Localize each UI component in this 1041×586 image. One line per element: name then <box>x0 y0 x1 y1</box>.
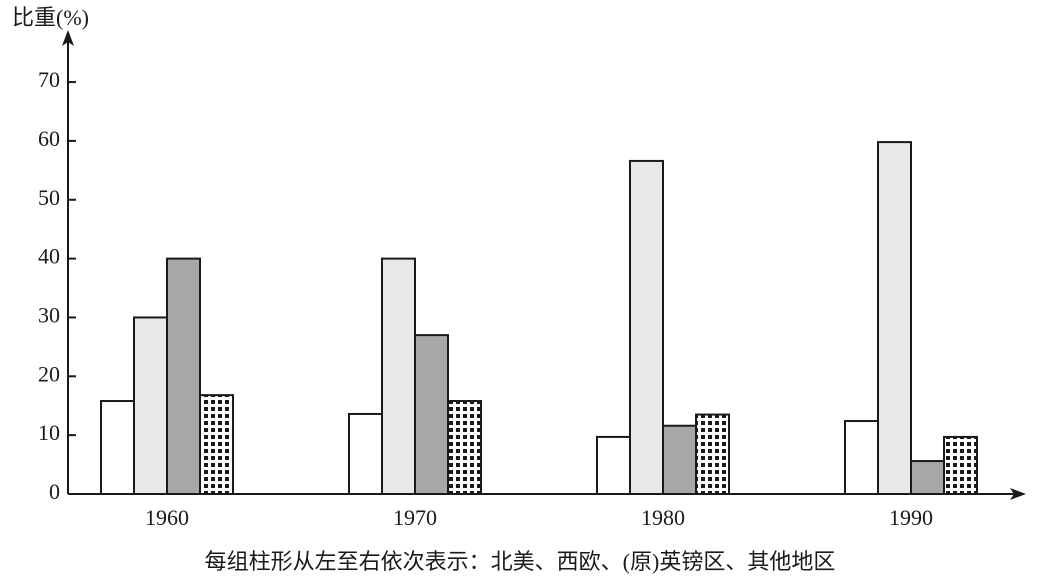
y-axis-label: 比重(%) <box>12 5 89 30</box>
bar <box>100 400 135 495</box>
y-tick-label: 10 <box>38 420 60 445</box>
bar <box>877 141 912 495</box>
x-axis-arrow <box>1010 488 1026 500</box>
bar <box>381 257 416 495</box>
bar <box>596 435 631 495</box>
y-tick-label: 20 <box>38 361 60 386</box>
y-tick-label: 40 <box>38 244 60 269</box>
y-tick-label: 70 <box>38 67 60 92</box>
bar <box>629 159 664 496</box>
y-tick-label: 30 <box>38 303 60 328</box>
y-tick-label: 60 <box>38 126 60 151</box>
bar <box>910 460 945 495</box>
bar <box>943 435 978 495</box>
caption: 每组柱形从左至右依次表示：北美、西欧、(原)英镑区、其他地区 <box>205 549 836 574</box>
y-tick-label: 0 <box>49 479 60 504</box>
bar <box>133 316 168 496</box>
bar <box>447 400 482 495</box>
bar <box>414 334 449 495</box>
bar <box>844 420 879 495</box>
bar <box>695 413 730 495</box>
bar <box>166 257 201 495</box>
bar <box>199 394 234 495</box>
bar <box>662 424 697 495</box>
x-tick-label: 1960 <box>145 505 189 530</box>
x-tick-label: 1980 <box>641 505 685 530</box>
x-tick-label: 1970 <box>393 505 437 530</box>
y-tick-label: 50 <box>38 185 60 210</box>
x-tick-label: 1990 <box>889 505 933 530</box>
bar <box>348 412 383 496</box>
y-axis-arrow <box>62 30 74 46</box>
